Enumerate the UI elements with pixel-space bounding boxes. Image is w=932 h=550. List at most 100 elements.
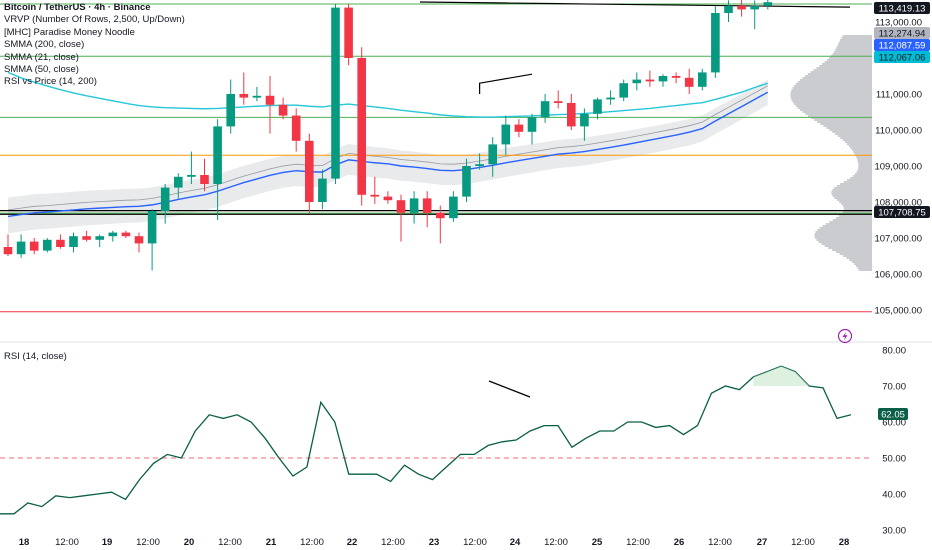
volume-bar (857, 267, 872, 269)
candle-body (580, 113, 589, 127)
volume-bar (790, 91, 872, 93)
indicator-smma-50[interactable]: SMMA (50, close) (4, 64, 79, 76)
volume-bar (831, 193, 872, 195)
volume-bar (825, 223, 872, 225)
candle-body (331, 7, 340, 179)
volume-bar (811, 117, 872, 119)
volume-bar (836, 185, 872, 187)
time-tick-label: 28 (839, 537, 850, 548)
time-tick-label: 12:00 (218, 537, 242, 548)
candle-body (514, 124, 524, 132)
volume-bar (824, 61, 872, 63)
candle-body (108, 232, 118, 237)
price-tick-label: 108,000.00 (874, 198, 922, 209)
price-tag-bg (874, 39, 930, 51)
volume-bar (839, 253, 872, 255)
volume-profile (790, 35, 872, 271)
volume-bar (802, 111, 872, 113)
volume-bar (851, 149, 872, 151)
volume-bar (797, 107, 872, 109)
volume-bar (835, 251, 872, 253)
time-axis[interactable]: 18 12:00 19 12:00 20 12:00 21 12:00 22 12:00 23 12:… (19, 537, 850, 548)
candle-body (370, 194, 380, 197)
volume-bar (832, 219, 872, 221)
volume-bar (837, 45, 872, 47)
volume-bar (817, 229, 872, 231)
volume-bar (823, 125, 872, 127)
volume-bar (834, 187, 872, 189)
trendline-drawings[interactable] (479, 73, 533, 398)
price-tick-label: 113,000.00 (875, 18, 922, 29)
rsi-line (0, 365, 852, 515)
candle-body (43, 239, 52, 251)
candle-body (750, 5, 759, 10)
volume-bar (832, 131, 872, 133)
volume-bar (849, 259, 872, 261)
candle-body (436, 212, 445, 219)
rsi-tick-label: 80.00 (882, 346, 906, 357)
volume-bar (843, 207, 872, 209)
candle-body (632, 79, 642, 84)
price-tick-label: 106,000.00 (874, 270, 922, 281)
indicator-money-noodle[interactable]: [MHC] Paradise Money Noodle (4, 26, 135, 38)
volume-bar (839, 215, 872, 217)
indicator-smma-21[interactable]: SMMA (21, close) (4, 51, 79, 63)
candle-body (82, 236, 91, 240)
indicator-smma-200[interactable]: SMMA (200, close) (4, 39, 85, 51)
candlesticks (3, 0, 773, 271)
volume-bar (858, 163, 872, 165)
volume-bar (790, 95, 872, 97)
volume-bar (800, 109, 872, 111)
volume-bar (848, 145, 872, 147)
candle-body (121, 232, 131, 237)
candle-body (134, 236, 144, 244)
candle-body (305, 140, 314, 202)
volume-bar (834, 51, 872, 53)
smma200-line (419, 1, 851, 8)
indicator-vrvp[interactable]: VRVP (Number Of Rows, 2,500, Up/Down) (4, 14, 185, 26)
time-tick-label: 27 (757, 537, 768, 548)
price-tag-label: 112,274.94 (879, 29, 926, 40)
volume-bar (799, 79, 872, 81)
volume-bar (816, 67, 872, 69)
volume-bar (790, 97, 872, 99)
price-tag-label: 113,419.13 (879, 4, 926, 15)
lightning-icon[interactable] (837, 328, 853, 344)
volume-bar (840, 39, 872, 41)
volume-bar (810, 71, 872, 73)
candle-body (475, 164, 484, 166)
volume-bar (856, 171, 872, 173)
volume-bar (816, 239, 872, 241)
candle-body (684, 77, 694, 87)
volume-bar (858, 165, 872, 167)
candle-body (69, 236, 78, 247)
indicator-rsi-vs-price[interactable]: RSI vs Price (14, 200) (4, 76, 97, 88)
time-tick-label: 12:00 (708, 537, 732, 548)
candle-body (527, 117, 537, 132)
price-trendline (479, 73, 533, 94)
volume-bar (840, 183, 872, 185)
volume-bar (794, 85, 872, 87)
price-tick-label: 105,000.00 (874, 306, 922, 317)
rsi-legend[interactable]: RSI (14, close) (4, 351, 67, 362)
price-tag-label: 62.05 (881, 410, 905, 421)
candle-body (200, 175, 209, 184)
volume-bar (831, 191, 872, 193)
candle-body (488, 144, 497, 165)
volume-bar (844, 141, 872, 143)
symbol-title[interactable]: Bitcoin / TetherUS · 4h · Binance (4, 2, 151, 13)
time-tick-label: 20 (184, 537, 195, 548)
volume-bar (857, 169, 872, 171)
candle-body (239, 94, 249, 98)
candle-body (383, 196, 393, 201)
volume-bar (854, 173, 872, 175)
price-tag: 112,274.94 (874, 27, 930, 40)
time-tick-label: 24 (510, 537, 521, 548)
volume-bar (857, 159, 872, 161)
price-tick-label: 107,000.00 (874, 234, 922, 245)
rsi-tick-label: 50.00 (882, 454, 906, 465)
volume-bar (841, 37, 872, 39)
volume-bar (839, 201, 872, 203)
volume-bar (808, 115, 872, 117)
volume-bar (790, 93, 872, 95)
